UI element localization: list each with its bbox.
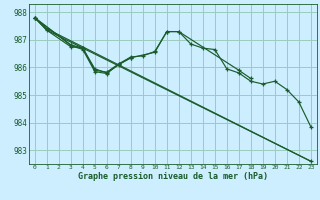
X-axis label: Graphe pression niveau de la mer (hPa): Graphe pression niveau de la mer (hPa): [78, 172, 268, 181]
